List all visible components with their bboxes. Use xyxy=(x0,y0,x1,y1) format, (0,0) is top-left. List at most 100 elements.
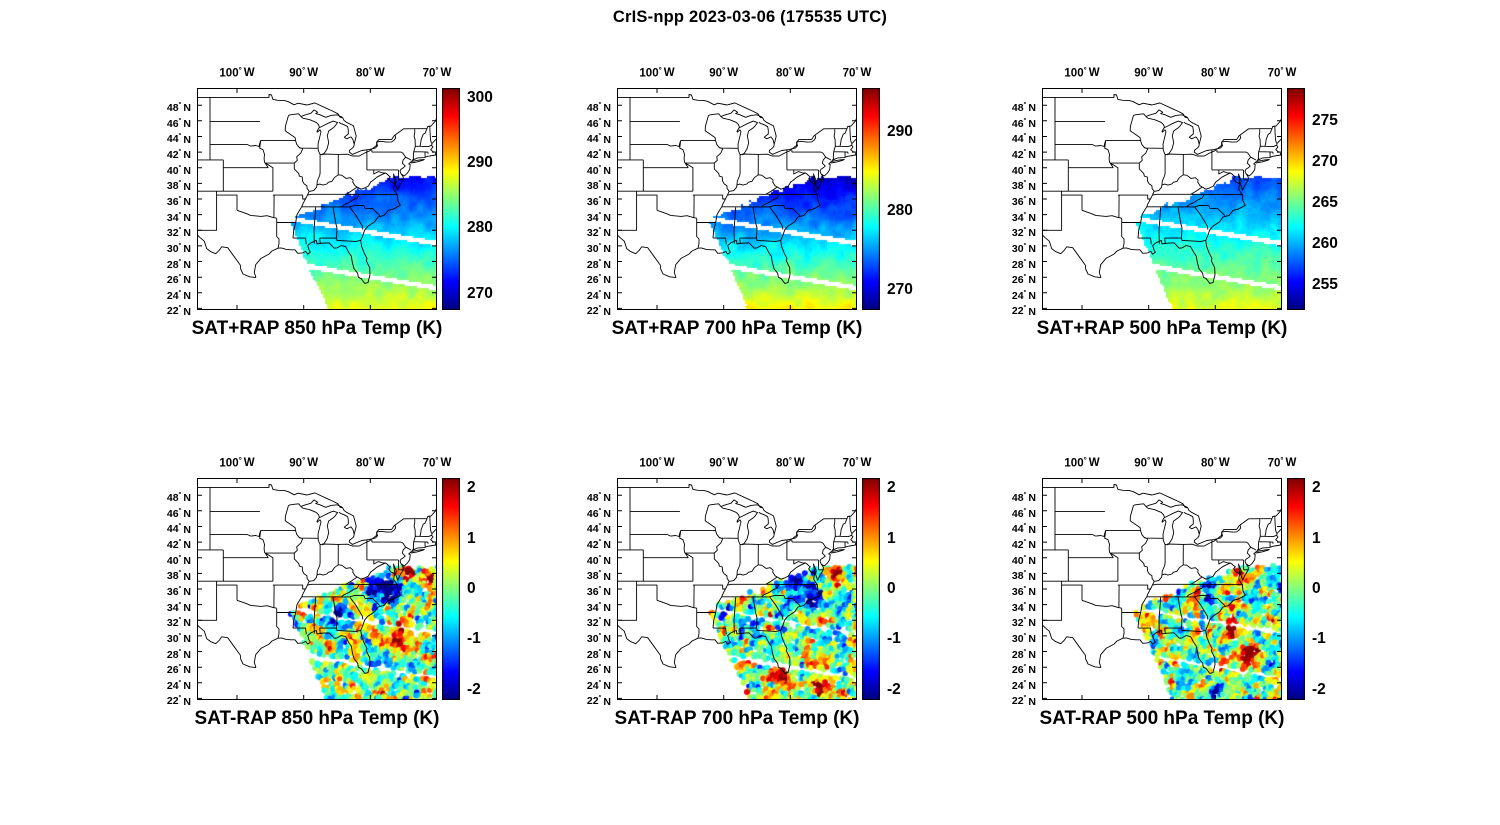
plot-frame xyxy=(1042,478,1282,700)
x-tick-label: 70° W xyxy=(1267,66,1297,80)
x-tick-label: 100° W xyxy=(639,66,675,80)
state-boundaries-map xyxy=(197,478,437,700)
y-tick-label: 32° N xyxy=(1011,616,1036,630)
x-tick-label: 80° W xyxy=(355,66,385,80)
state-boundaries-map xyxy=(1042,478,1282,700)
y-tick-label: 24° N xyxy=(586,678,611,692)
plot-frame xyxy=(617,88,857,310)
y-tick-label: 38° N xyxy=(166,179,191,193)
colorbar-tick-label: 260 xyxy=(1312,235,1338,253)
colorbar xyxy=(1287,478,1305,700)
y-tick-label: 32° N xyxy=(1011,226,1036,240)
y-tick-label: 38° N xyxy=(166,569,191,583)
y-tick-label: 34° N xyxy=(586,210,611,224)
y-tick-label: 26° N xyxy=(166,273,191,287)
y-tick-label: 34° N xyxy=(1011,210,1036,224)
plot-frame xyxy=(197,478,437,700)
y-tick-label: 40° N xyxy=(1011,553,1036,567)
x-tick-label: 100° W xyxy=(219,66,255,80)
y-tick-label: 46° N xyxy=(586,116,611,130)
y-tick-label: 28° N xyxy=(1011,257,1036,271)
y-tick-label: 24° N xyxy=(166,678,191,692)
y-tick-label: 42° N xyxy=(586,538,611,552)
y-tick-label: 30° N xyxy=(586,631,611,646)
colorbar-tick-label: 2 xyxy=(887,479,896,497)
colorbar xyxy=(862,478,880,700)
y-tick-label: 24° N xyxy=(1011,678,1036,692)
y-tick-label: 46° N xyxy=(166,506,191,520)
y-tick-label: 40° N xyxy=(586,553,611,567)
x-tick-label: 80° W xyxy=(775,456,805,470)
colorbar xyxy=(442,88,460,310)
panel-caption: SAT+RAP 850 hPa Temp (K) xyxy=(191,318,443,339)
colorbar-tick-label: 1 xyxy=(887,529,896,547)
axis-ticks xyxy=(197,88,437,310)
y-tick-label: 36° N xyxy=(1011,195,1036,209)
x-tick-label: 90° W xyxy=(709,456,739,470)
x-tick-label: 70° W xyxy=(422,456,452,470)
colorbar-tick-label: 300 xyxy=(467,88,493,106)
y-tick-label: 48° N xyxy=(1011,491,1036,505)
y-tick-label: 32° N xyxy=(586,226,611,240)
x-tick-label: 70° W xyxy=(422,66,452,80)
panel-caption: SAT-RAP 850 hPa Temp (K) xyxy=(194,708,440,729)
x-tick-label: 100° W xyxy=(1064,456,1100,470)
axis-ticks xyxy=(1042,88,1282,310)
y-tick-label: 30° N xyxy=(166,631,191,646)
x-tick-label: 100° W xyxy=(1064,66,1100,80)
colorbar-tick-label: 270 xyxy=(887,281,913,299)
y-tick-label: 42° N xyxy=(1011,148,1036,162)
state-boundaries-map xyxy=(197,88,437,310)
y-tick-label: 44° N xyxy=(586,522,611,536)
y-tick-label: 24° N xyxy=(166,288,191,302)
y-tick-label: 28° N xyxy=(586,647,611,661)
map-panel-sat-rap-850-hpa-temp-k-: 100° W 90° W 80° W 70° W 48° N 46° N 44° N 42° N 40° N 38°… xyxy=(167,66,493,339)
y-tick-label: 28° N xyxy=(586,257,611,271)
y-tick-label: 46° N xyxy=(1011,506,1036,520)
colorbar-tick-label: -2 xyxy=(1312,680,1326,698)
axis-ticks xyxy=(197,478,437,700)
colorbar-tick-label: 275 xyxy=(1312,111,1338,129)
y-tick-label: 22° N xyxy=(1011,694,1036,708)
map-panel-sat-rap-700-hpa-temp-k-: 100° W 90° W 80° W 70° W 48° N 46° N 44° N 42° N 40° N 38°… xyxy=(587,66,913,339)
colorbar xyxy=(442,478,460,700)
colorbar-tick-label: 1 xyxy=(1312,529,1321,547)
colorbar-tick-label: 1 xyxy=(467,529,476,547)
y-tick-label: 46° N xyxy=(586,506,611,520)
y-tick-label: 30° N xyxy=(166,241,191,256)
colorbar-tick-label: -1 xyxy=(467,630,481,648)
y-tick-label: 36° N xyxy=(166,585,191,599)
colorbar-tick-label: 2 xyxy=(1312,479,1321,497)
y-tick-label: 26° N xyxy=(586,273,611,287)
y-tick-label: 48° N xyxy=(586,491,611,505)
axis-ticks xyxy=(1042,478,1282,700)
y-tick-label: 34° N xyxy=(166,210,191,224)
y-tick-label: 22° N xyxy=(586,694,611,708)
colorbar-tick-label: -2 xyxy=(467,680,481,698)
figure-title: CrIS-npp 2023-03-06 (175535 UTC) xyxy=(612,8,888,26)
y-tick-label: 44° N xyxy=(166,132,191,146)
y-tick-label: 26° N xyxy=(586,663,611,677)
y-tick-label: 40° N xyxy=(166,553,191,567)
x-tick-label: 90° W xyxy=(1134,456,1164,470)
y-tick-label: 34° N xyxy=(166,600,191,614)
plot-frame xyxy=(617,478,857,700)
y-tick-label: 42° N xyxy=(586,148,611,162)
y-tick-label: 32° N xyxy=(166,226,191,240)
colorbar xyxy=(1287,88,1305,310)
y-tick-label: 44° N xyxy=(586,132,611,146)
x-tick-label: 90° W xyxy=(289,456,319,470)
y-tick-label: 42° N xyxy=(166,538,191,552)
y-tick-label: 36° N xyxy=(1011,585,1036,599)
y-tick-label: 26° N xyxy=(166,663,191,677)
y-tick-label: 42° N xyxy=(166,148,191,162)
y-tick-label: 32° N xyxy=(166,616,191,630)
colorbar xyxy=(862,88,880,310)
x-tick-label: 80° W xyxy=(355,456,385,470)
x-tick-label: 100° W xyxy=(639,456,675,470)
y-tick-label: 32° N xyxy=(586,616,611,630)
y-tick-label: 36° N xyxy=(586,195,611,209)
colorbar-tick-label: 0 xyxy=(467,580,476,597)
y-tick-label: 44° N xyxy=(1011,132,1036,146)
panel-caption: SAT-RAP 500 hPa Temp (K) xyxy=(1039,708,1285,729)
